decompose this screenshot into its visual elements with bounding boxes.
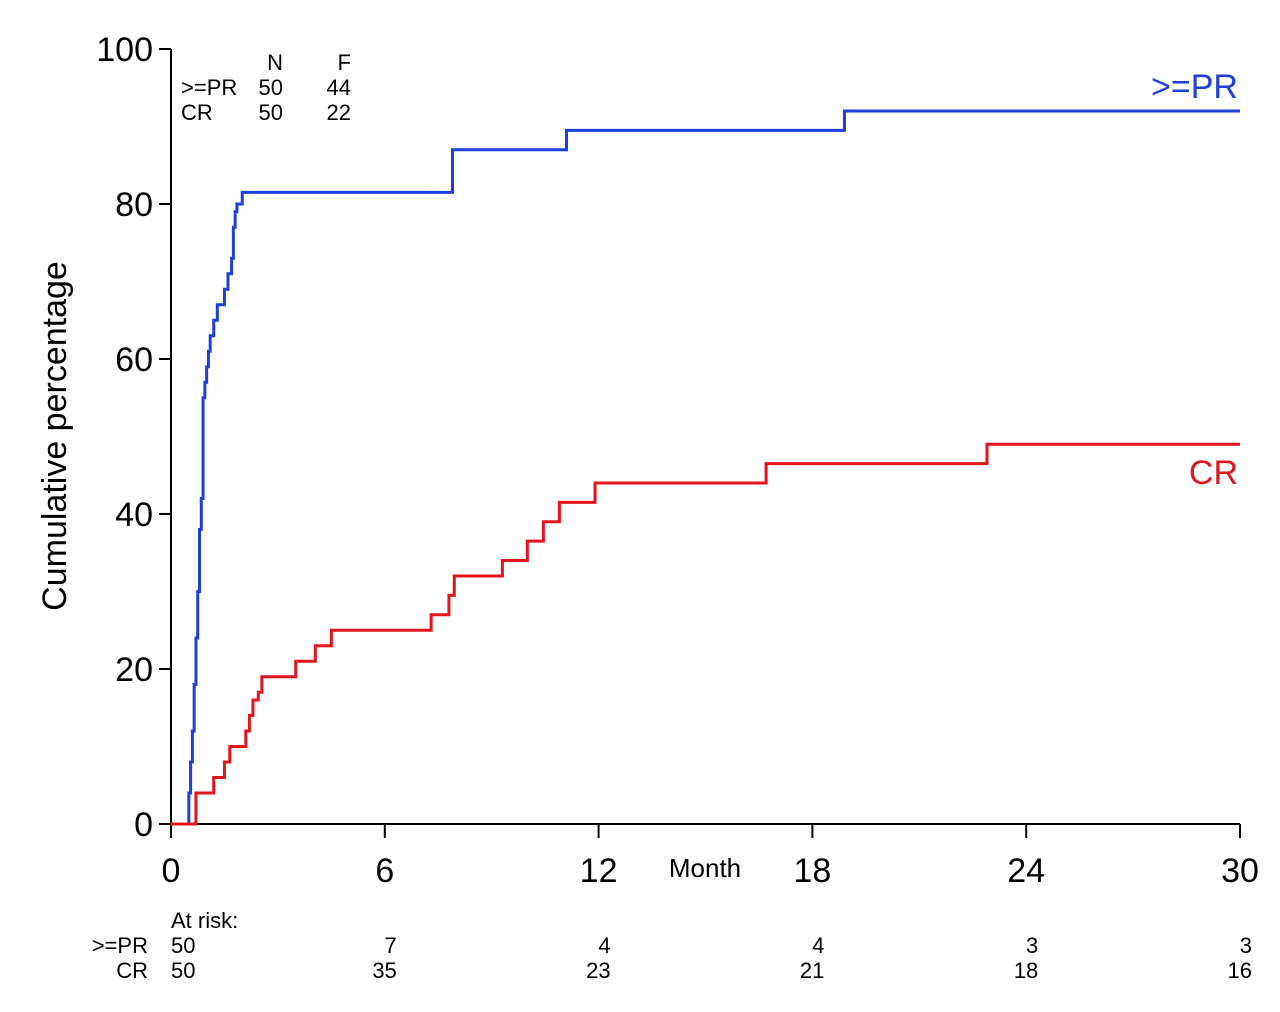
- at-risk-value: 16: [1228, 958, 1252, 983]
- series-line-pr: [171, 109, 1240, 826]
- series-label-cr: CR: [1189, 454, 1238, 492]
- legend-row-n: 50: [259, 75, 283, 100]
- at-risk-value: 18: [1014, 958, 1038, 983]
- at-risk-value: 3: [1026, 933, 1038, 958]
- x-tick-label: 0: [162, 852, 181, 890]
- x-axis-label: Month: [669, 853, 741, 883]
- x-tick-label: 12: [580, 852, 618, 890]
- at-risk-title: At risk:: [171, 908, 238, 933]
- legend-table: N F >=PR 50 44 CR 50 22: [181, 50, 351, 125]
- x-tick-label: 18: [793, 852, 831, 890]
- x-tick-label: 24: [1007, 852, 1045, 890]
- at-risk-value: 21: [800, 958, 824, 983]
- at-risk-value: 3: [1240, 933, 1252, 958]
- y-tick-label: 40: [115, 496, 153, 534]
- x-tick-label: 6: [375, 852, 394, 890]
- legend-row-label: CR: [181, 100, 213, 125]
- series-label-pr: >=PR: [1151, 68, 1238, 106]
- at-risk-row-label: CR: [116, 958, 148, 983]
- at-risk-value: 23: [586, 958, 610, 983]
- y-axis-label: Cumulative percentage: [36, 261, 74, 611]
- legend-row-n: 50: [259, 100, 283, 125]
- at-risk-value: 50: [171, 958, 195, 983]
- legend-row-f: 22: [327, 100, 351, 125]
- legend-row-label: >=PR: [181, 75, 237, 100]
- at-risk-value: 4: [598, 933, 610, 958]
- y-tick-label: 20: [115, 651, 153, 689]
- y-tick-label: 60: [115, 341, 153, 379]
- at-risk-value: 4: [812, 933, 824, 958]
- legend-header-f: F: [338, 50, 351, 75]
- at-risk-value: 50: [171, 933, 195, 958]
- y-tick-label: 80: [115, 186, 153, 224]
- at-risk-value: 35: [372, 958, 396, 983]
- at-risk-table: At risk: >=PR 50 7 4 4 3 3 CR 50 35 23 21 18 16: [92, 908, 1252, 983]
- x-tick-label: 30: [1221, 852, 1259, 890]
- legend-header-n: N: [267, 50, 283, 75]
- y-tick-label: 0: [134, 806, 153, 844]
- at-risk-value: 7: [385, 933, 397, 958]
- y-tick-label: 100: [96, 31, 153, 69]
- legend-row-f: 44: [327, 75, 351, 100]
- series-line-cr: [171, 442, 1240, 826]
- at-risk-row-label: >=PR: [92, 933, 148, 958]
